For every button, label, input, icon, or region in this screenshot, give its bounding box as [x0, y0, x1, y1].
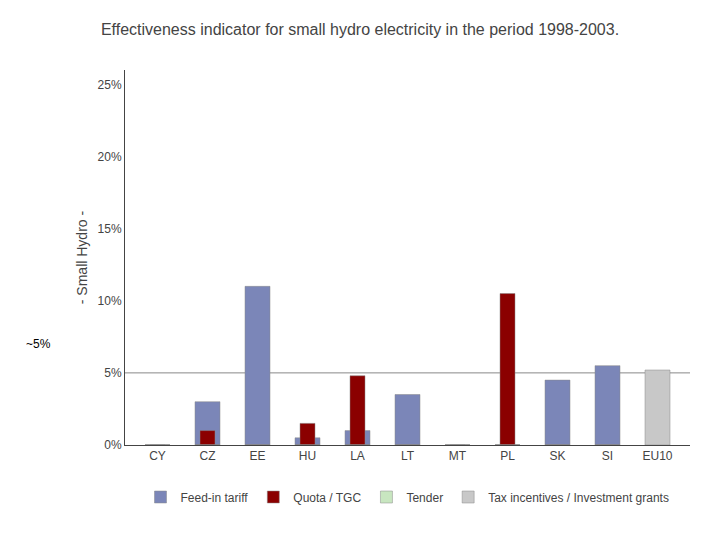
svg-text:25%: 25%: [98, 78, 122, 92]
svg-text:Quota / TGC: Quota / TGC: [293, 491, 361, 505]
svg-text:CY: CY: [149, 449, 166, 463]
svg-text:EE: EE: [249, 449, 265, 463]
svg-text:~5%: ~5%: [26, 337, 51, 351]
svg-text:Effectiveness indicator for sm: Effectiveness indicator for small hydro …: [101, 21, 619, 38]
svg-text:Feed-in tariff: Feed-in tariff: [181, 491, 249, 505]
svg-text:20%: 20%: [98, 150, 122, 164]
svg-text:HU: HU: [299, 449, 316, 463]
svg-text:10%: 10%: [98, 294, 122, 308]
svg-text:PL: PL: [500, 449, 515, 463]
svg-text:EU10: EU10: [642, 449, 672, 463]
svg-text:MT: MT: [449, 449, 467, 463]
svg-text:Tender: Tender: [406, 491, 443, 505]
svg-text:CZ: CZ: [200, 449, 216, 463]
svg-text:Tax incentives / Investment gr: Tax incentives / Investment grants: [488, 491, 669, 505]
svg-text:5%: 5%: [104, 366, 122, 380]
svg-text:SI: SI: [602, 449, 613, 463]
svg-text:LA: LA: [350, 449, 365, 463]
svg-text:LT: LT: [401, 449, 415, 463]
svg-text:- Small Hydro -: - Small Hydro -: [74, 210, 90, 304]
svg-text:0%: 0%: [104, 438, 122, 452]
svg-text:SK: SK: [549, 449, 565, 463]
svg-text:15%: 15%: [98, 222, 122, 236]
